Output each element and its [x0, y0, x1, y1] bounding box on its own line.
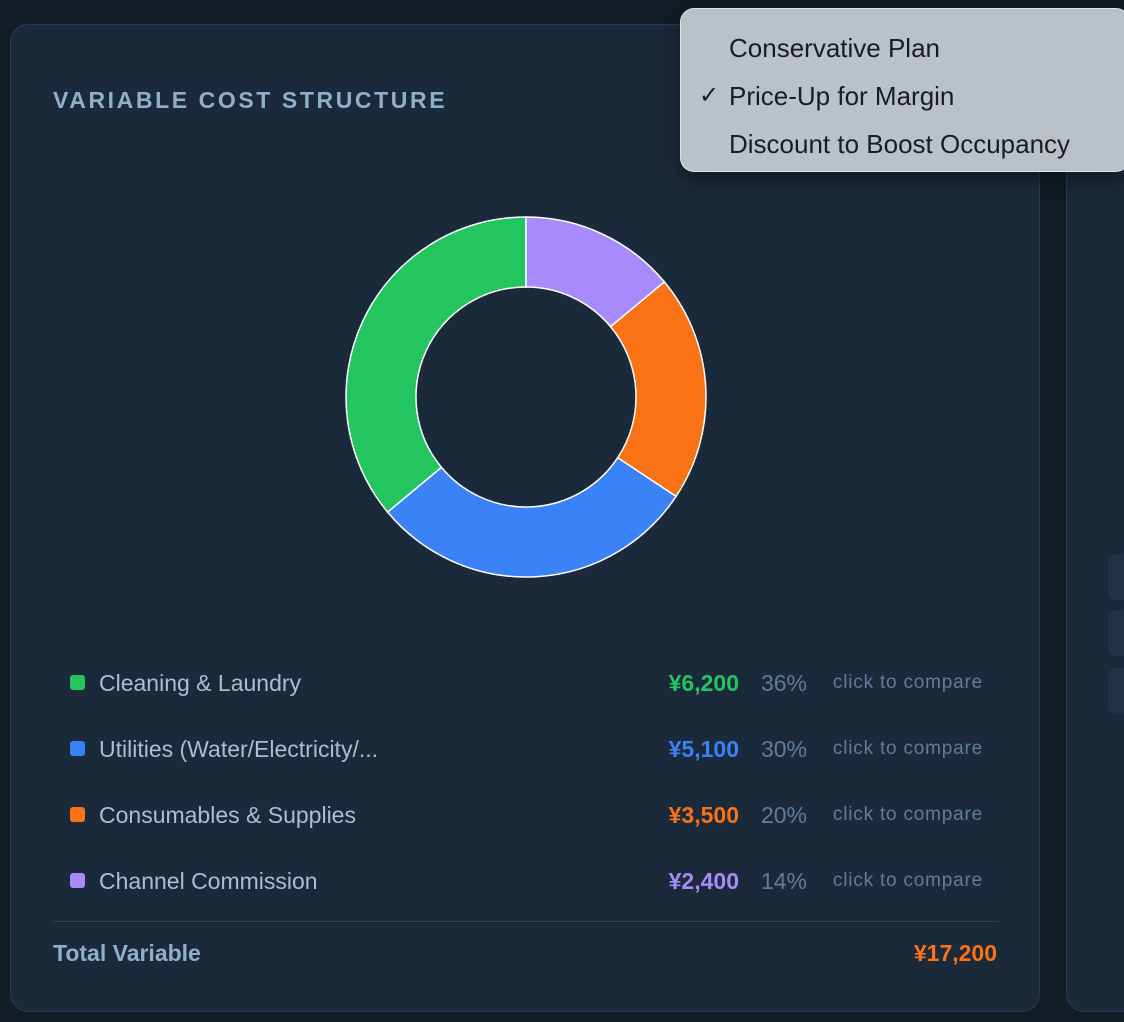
legend-label: Consumables & Supplies: [99, 802, 356, 828]
legend-percent: 14%: [760, 868, 807, 894]
donut-slice-3[interactable]: [525, 216, 666, 328]
adjacent-panel-button[interactable]: [1108, 668, 1124, 714]
adjacent-panel: [1066, 24, 1124, 1012]
legend-swatch: [70, 675, 85, 690]
legend-swatch: [70, 741, 85, 756]
legend-value: ¥6,200: [668, 670, 739, 696]
legend-label: Channel Commission: [99, 868, 318, 894]
legend-value: ¥2,400: [668, 868, 739, 894]
menu-item-price-up[interactable]: ✓ Price-Up for Margin: [681, 71, 1124, 115]
menu-item-label: Price-Up for Margin: [729, 81, 955, 111]
compare-link[interactable]: click to compare: [832, 672, 983, 693]
total-label: Total Variable: [53, 940, 201, 966]
menu-item-label: Discount to Boost Occupancy: [729, 129, 1071, 159]
legend-item-utilities[interactable]: Utilities (Water/Electricity/... ¥5,100 …: [53, 729, 1001, 769]
legend-percent: 20%: [760, 802, 807, 828]
legend-percent: 30%: [760, 736, 807, 762]
legend-swatch: [70, 807, 85, 822]
total-value: ¥17,200: [913, 940, 997, 966]
legend-value: ¥3,500: [668, 802, 739, 828]
checkmark-icon: ✓: [699, 81, 720, 109]
legend-item-consumables[interactable]: Consumables & Supplies ¥3,500 20% click …: [53, 795, 1001, 835]
donut-slice-0[interactable]: [345, 216, 527, 514]
menu-item-conservative-plan[interactable]: Conservative Plan: [681, 23, 1124, 67]
legend-item-cleaning[interactable]: Cleaning & Laundry ¥6,200 36% click to c…: [53, 663, 1001, 703]
adjacent-panel-button[interactable]: [1108, 554, 1124, 600]
legend-percent: 36%: [760, 670, 807, 696]
legend-label: Utilities (Water/Electricity/...: [99, 736, 379, 762]
legend-value: ¥5,100: [668, 736, 739, 762]
menu-item-discount-occupancy[interactable]: Discount to Boost Occupancy: [681, 119, 1124, 163]
adjacent-panel-button[interactable]: [1108, 610, 1124, 656]
divider: [53, 921, 999, 922]
scenario-dropdown-menu: Conservative Plan ✓ Price-Up for Margin …: [680, 8, 1124, 172]
card-title: VARIABLE COST STRUCTURE: [53, 87, 448, 113]
cost-donut-chart: [345, 216, 707, 578]
donut-slice-1[interactable]: [386, 456, 678, 578]
compare-link[interactable]: click to compare: [832, 738, 983, 759]
legend-swatch: [70, 873, 85, 888]
menu-item-label: Conservative Plan: [729, 33, 940, 63]
legend-label: Cleaning & Laundry: [99, 670, 302, 696]
compare-link[interactable]: click to compare: [832, 804, 983, 825]
variable-cost-card: VARIABLE COST STRUCTURE Cleaning & Laund…: [10, 24, 1040, 1012]
compare-link[interactable]: click to compare: [832, 870, 983, 891]
legend-item-commission[interactable]: Channel Commission ¥2,400 14% click to c…: [53, 861, 1001, 901]
